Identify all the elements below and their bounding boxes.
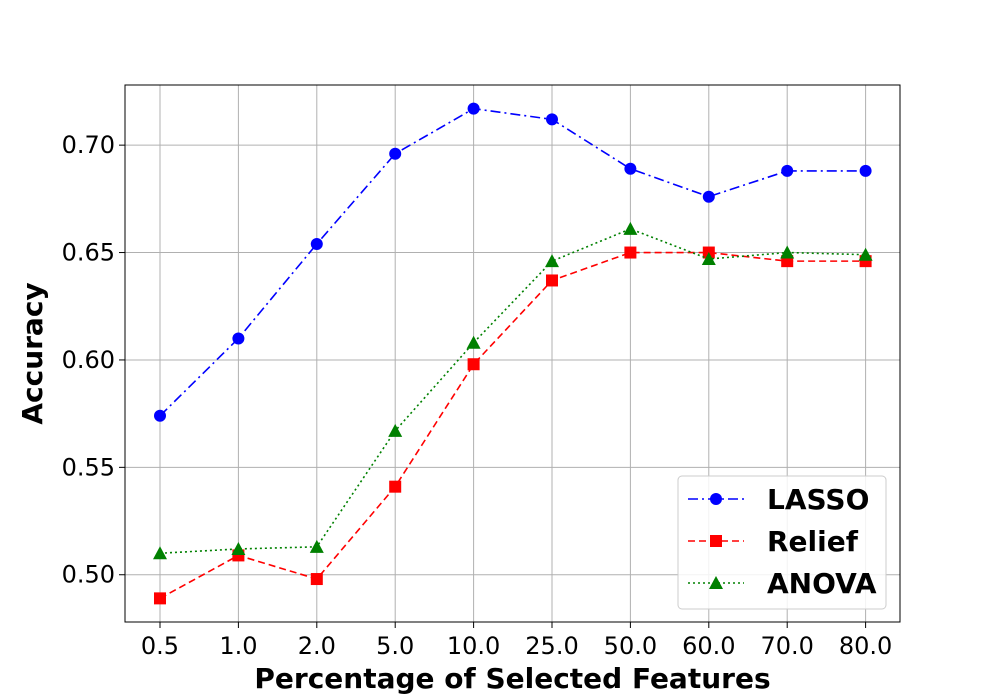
- x-axis-title: Percentage of Selected Features: [254, 662, 770, 695]
- series-layer: [153, 102, 873, 605]
- legend-item-anova: ANOVA: [688, 567, 877, 600]
- series-relief: [154, 246, 872, 605]
- relief-point: [624, 246, 637, 259]
- legend: LASSO Relief ANOVA: [677, 475, 887, 610]
- x-tick-label: 50.0: [604, 632, 657, 660]
- x-tick-label: 10.0: [447, 632, 500, 660]
- lasso-point: [702, 190, 715, 203]
- relief-point: [546, 274, 558, 287]
- x-tick-label: 70.0: [760, 632, 813, 660]
- plot-frame: [124, 84, 901, 623]
- anova-line: [159, 228, 866, 555]
- legend-item-lasso: LASSO: [688, 483, 869, 516]
- relief-point: [467, 358, 480, 371]
- anova-point: [231, 541, 246, 555]
- x-tick-label: 80.0: [839, 632, 892, 660]
- legend-label-anova: ANOVA: [767, 567, 877, 600]
- x-tick-label: 60.0: [682, 632, 735, 660]
- x-tick-label: 1.0: [219, 632, 257, 660]
- lasso-point: [467, 102, 480, 115]
- anova-point: [623, 221, 638, 235]
- y-tick-label: 0.60: [62, 346, 115, 374]
- anova-point: [309, 539, 324, 553]
- legend-marker-anova: [709, 576, 723, 589]
- anova-point: [780, 245, 795, 259]
- relief-point: [859, 255, 872, 268]
- y-tick-label: 0.70: [62, 131, 115, 159]
- lasso-point: [389, 147, 402, 160]
- anova-point: [545, 254, 559, 268]
- x-tick-label: 2.0: [298, 632, 336, 660]
- legend-marker-lasso: [710, 493, 722, 505]
- relief-line: [159, 251, 866, 600]
- relief-point: [389, 480, 402, 493]
- axis-ticks: 0.5 1.0 2.0 5.0 10.0 25.0 50.0 60.0 70.0 80.0 0.50…: [62, 131, 893, 660]
- anova-point: [153, 546, 167, 560]
- y-tick-label: 0.65: [62, 239, 115, 267]
- relief-point: [781, 255, 794, 268]
- anova-point: [701, 251, 716, 265]
- anova-point: [466, 335, 481, 349]
- series-lasso: [154, 102, 872, 422]
- x-tick-label: 0.5: [141, 632, 179, 660]
- lasso-point: [546, 113, 558, 126]
- relief-point: [154, 592, 166, 605]
- y-axis-title: Accuracy: [16, 282, 49, 424]
- grid: [125, 85, 900, 622]
- y-tick-label: 0.50: [62, 561, 115, 589]
- lasso-point: [154, 409, 166, 422]
- y-tick-label: 0.55: [62, 453, 115, 481]
- x-tick-label: 25.0: [525, 632, 578, 660]
- lasso-line: [159, 107, 866, 417]
- legend-marker-relief: [710, 535, 722, 547]
- x-tick-label: 5.0: [376, 632, 414, 660]
- legend-label-lasso: LASSO: [767, 483, 869, 516]
- legend-label-relief: Relief: [767, 525, 859, 558]
- anova-point: [858, 247, 873, 261]
- series-anova: [153, 221, 873, 560]
- legend-box: [677, 475, 887, 610]
- lasso-point: [624, 162, 637, 175]
- lasso-point: [781, 164, 794, 177]
- lasso-point: [859, 164, 872, 177]
- lasso-point: [232, 332, 245, 345]
- anova-point: [388, 423, 403, 437]
- legend-item-relief: Relief: [688, 525, 859, 558]
- lasso-point: [310, 237, 323, 250]
- relief-point: [310, 573, 323, 586]
